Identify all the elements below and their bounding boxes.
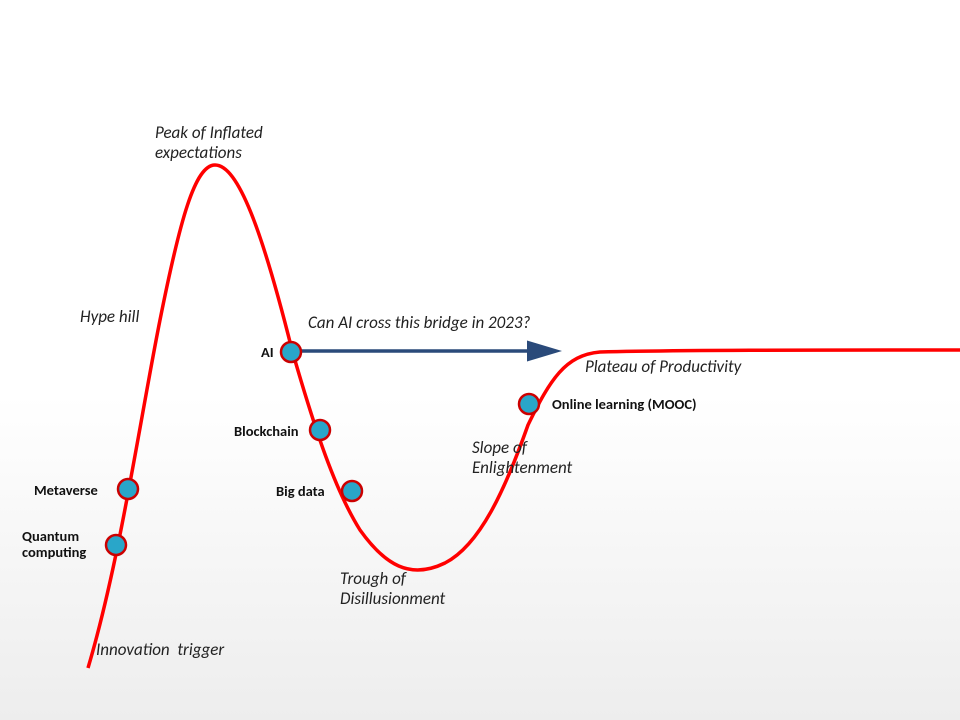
hype-hill: Hype hill [80,307,139,327]
quantum-label: Quantum computing [22,529,86,561]
marker-ai [281,342,301,362]
trough: Trough of Disillusionment [340,569,445,608]
innovation-trigger: Innovation trigger [96,640,224,660]
metaverse-label: Metaverse [34,483,98,499]
marker-bigdata [342,481,362,501]
slope: Slope of Enlightenment [472,438,572,477]
bigdata-label: Big data [276,484,325,500]
hype-cycle-chart [0,0,960,720]
marker-metaverse [118,479,138,499]
plateau: Plateau of Productivity [585,357,741,377]
marker-blockchain [310,420,330,440]
marker-quantum [106,535,126,555]
bridge-question: Can AI cross this bridge in 2023? [308,312,530,333]
marker-mooc [519,394,539,414]
mooc-label: Online learning (MOOC) [552,397,697,413]
ai-label: AI [261,345,274,361]
peak: Peak of Inflated expectations [155,123,263,162]
blockchain-label: Blockchain [234,424,299,440]
hype-curve [88,165,960,668]
